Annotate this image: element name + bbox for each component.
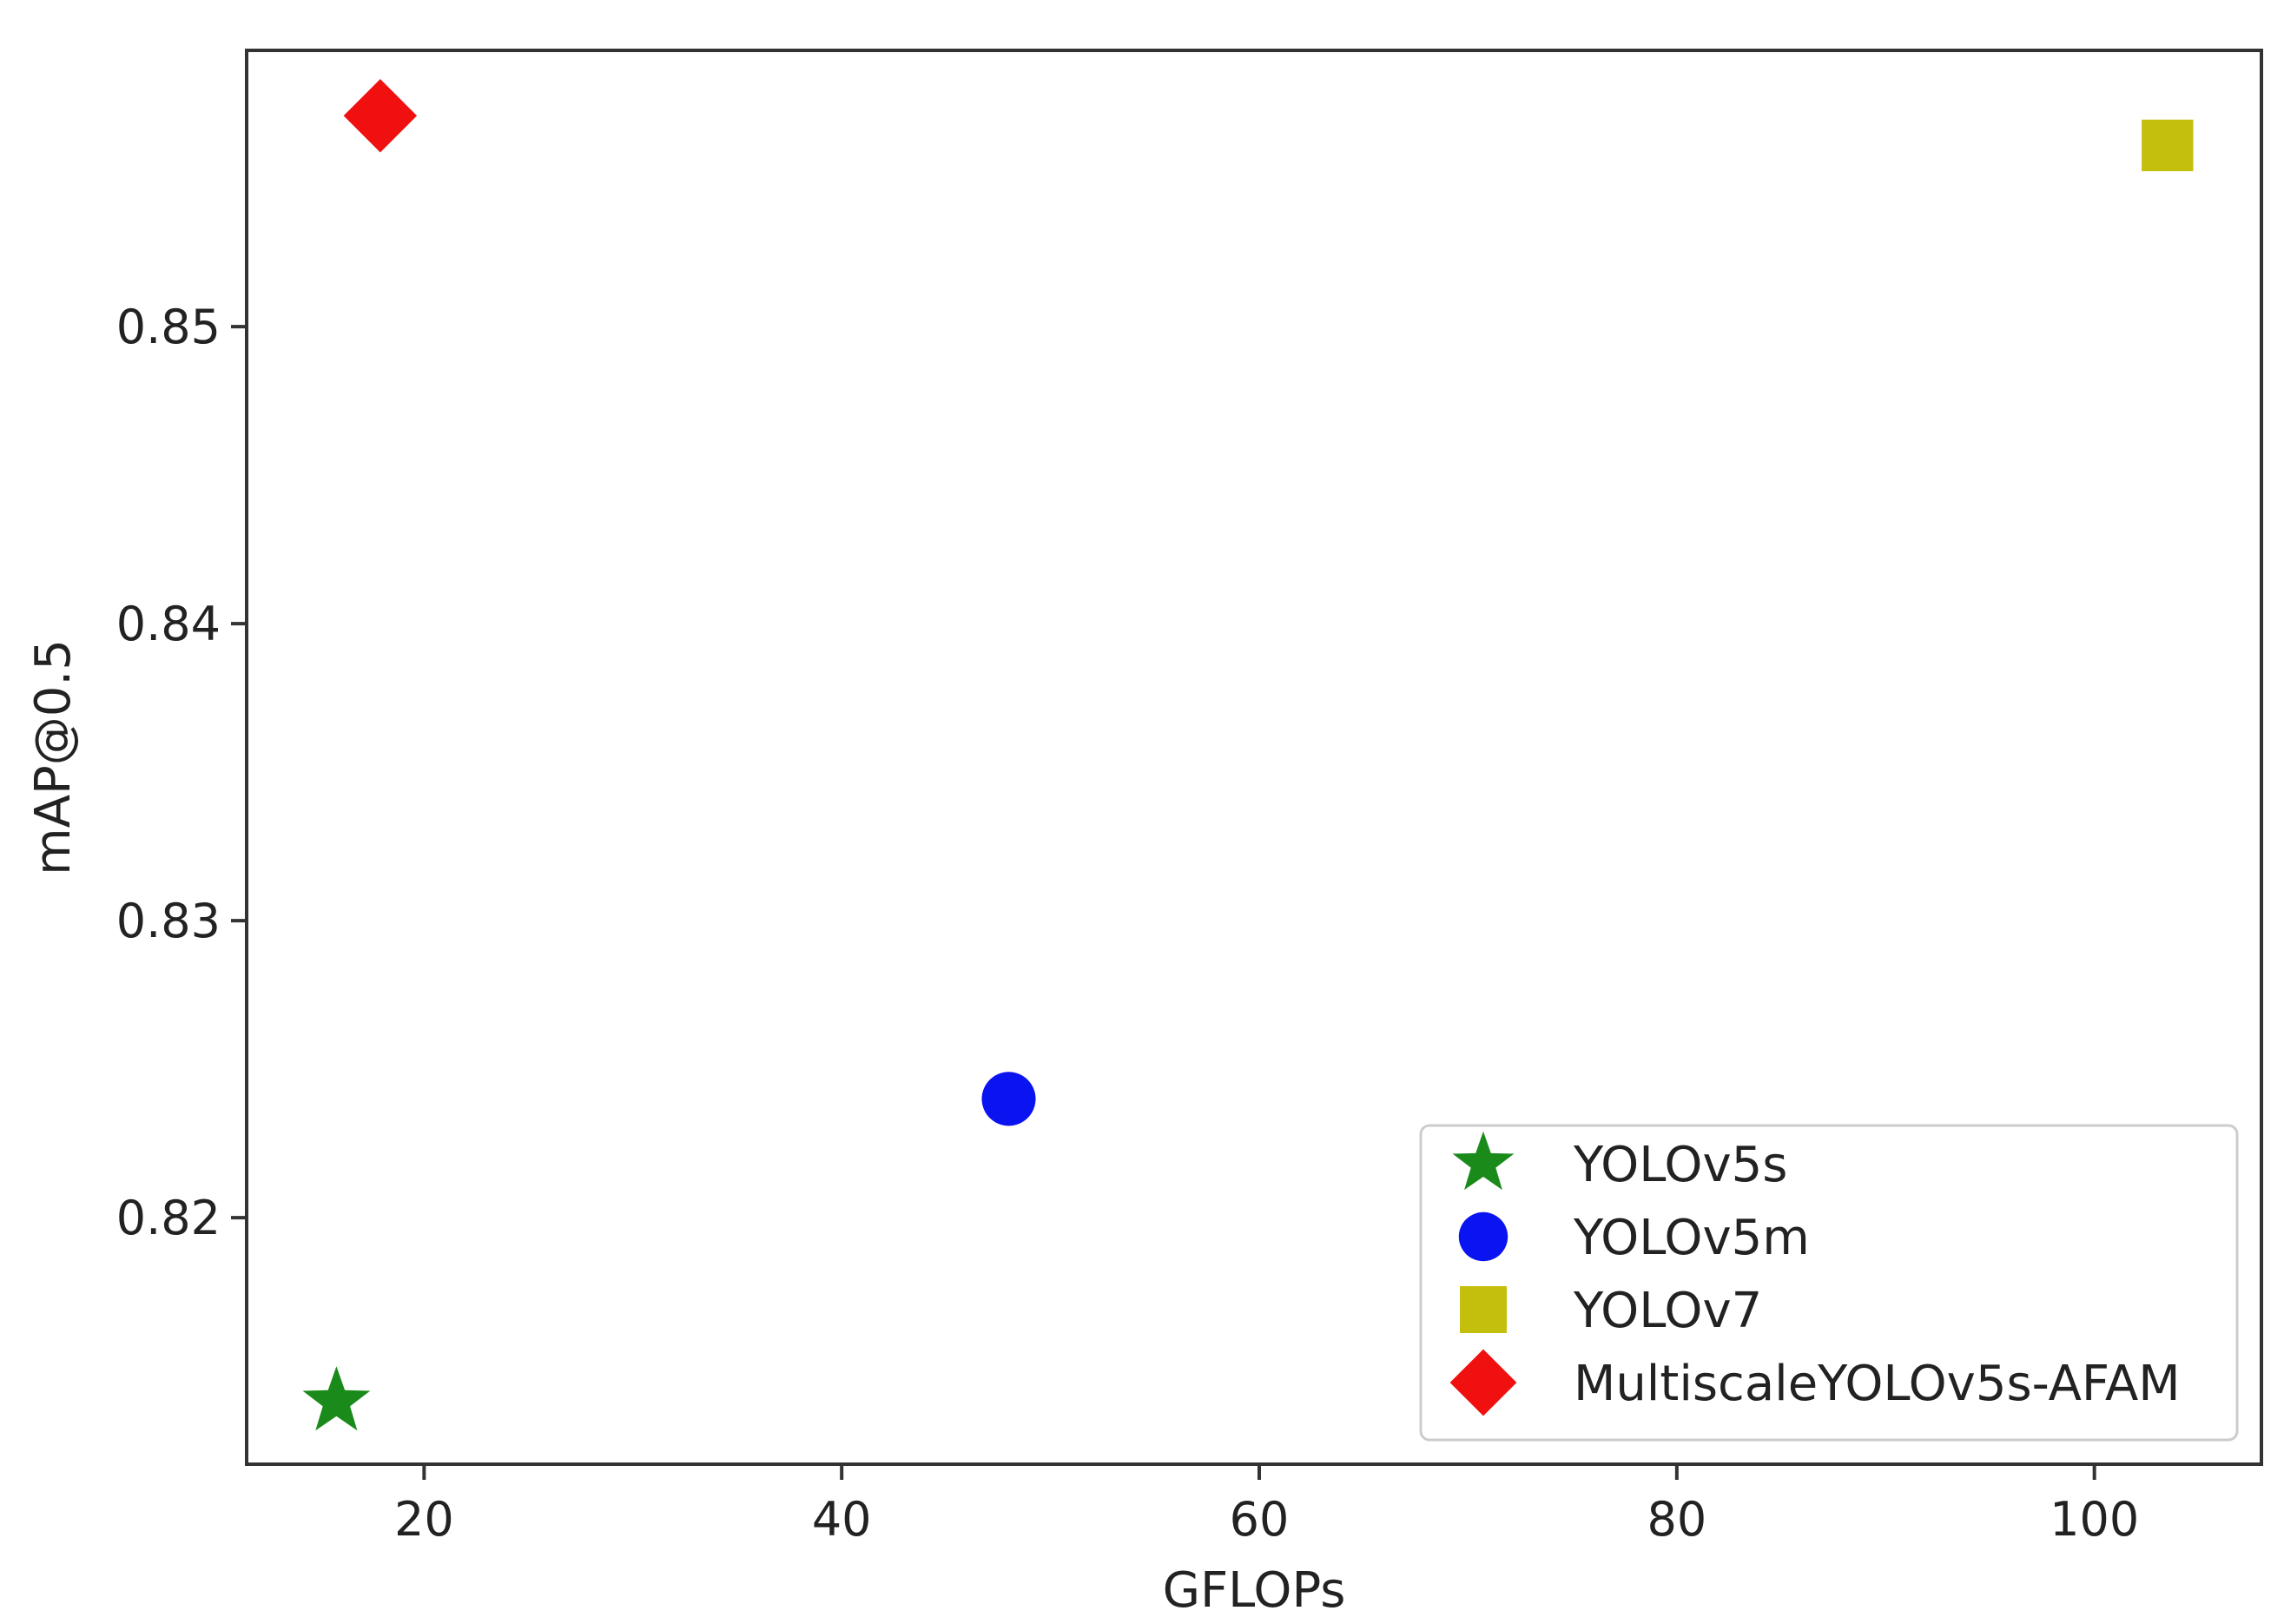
point-yolov7 [2142, 119, 2194, 172]
y-axis-label: mAP@0.5 [25, 639, 82, 875]
data-points [302, 79, 2194, 1431]
legend-box [1419, 1124, 2239, 1442]
y-tick-label: 0.85 [116, 300, 221, 354]
point-multiscaleyolov5s-afam [343, 79, 418, 153]
x-tick-label: 60 [1230, 1492, 1290, 1547]
y-tick-label: 0.82 [116, 1191, 221, 1245]
y-axis-ticks: 0.82 0.83 0.84 0.85 [116, 300, 247, 1245]
x-tick-label: 40 [812, 1492, 872, 1547]
legend-label-yolov5s: YOLOv5s [1573, 1137, 1787, 1193]
legend-label-yolov5m: YOLOv5m [1573, 1210, 1810, 1266]
legend-marker-yolov7 [1460, 1286, 1507, 1333]
legend-label-multiscaleyolov5s-afam: MultiscaleYOLOv5s-AFAM [1574, 1356, 2181, 1412]
x-tick-label: 100 [2050, 1492, 2139, 1547]
x-axis-ticks: 20 40 60 80 100 [394, 1464, 2139, 1547]
x-axis-label: GFLOPs [1163, 1562, 1346, 1619]
y-tick-label: 0.83 [116, 894, 221, 948]
x-tick-label: 20 [394, 1492, 454, 1547]
legend-marker-yolov5m [1458, 1211, 1508, 1262]
legend: YOLOv5s YOLOv5m YOLOv7 MultiscaleYOLOv5s-AF… [1419, 1124, 2239, 1442]
legend-label-yolov7: YOLOv7 [1573, 1283, 1762, 1339]
point-yolov5s [302, 1366, 371, 1431]
point-yolov5m [981, 1072, 1036, 1126]
legend-marker-multiscaleyolov5s-afam [1449, 1349, 1517, 1416]
y-tick-label: 0.84 [116, 597, 221, 651]
x-tick-label: 80 [1647, 1492, 1706, 1547]
legend-marker-yolov5s [1452, 1131, 1515, 1191]
